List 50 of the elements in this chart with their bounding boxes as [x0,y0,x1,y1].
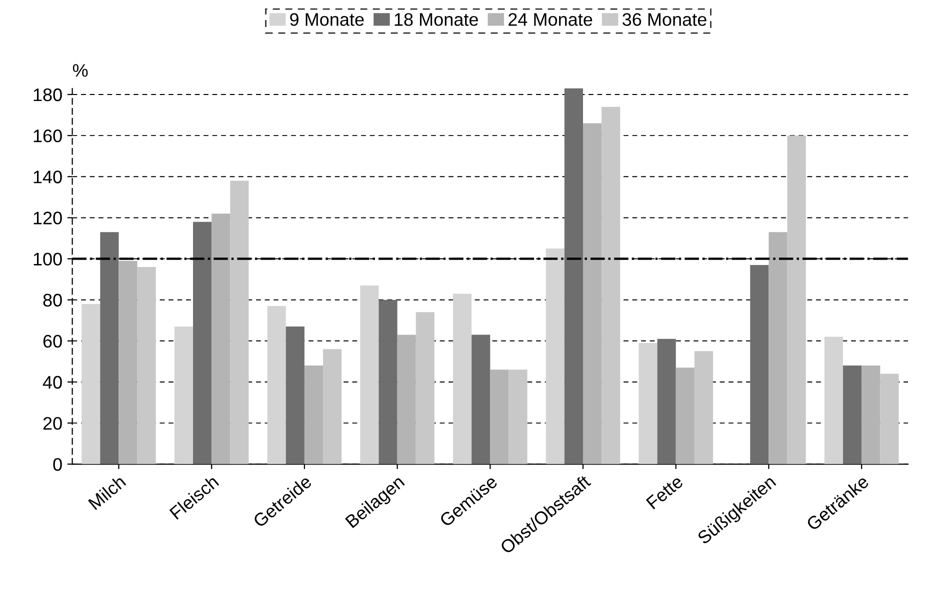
bar [843,366,862,464]
legend-label: 36 Monate [622,13,706,26]
bar [508,370,528,464]
bar [583,123,602,464]
bar [787,136,806,464]
legend-label: 24 Monate [508,13,592,26]
y-tick-label: 140 [34,170,62,184]
bar [564,88,584,464]
bar [230,180,249,464]
bar [397,334,416,464]
bar [694,351,714,464]
y-tick-label: 120 [34,212,62,224]
bar [118,260,138,464]
y-tick-label: 160 [34,130,62,142]
bar [862,366,880,464]
y-tick-label: 0 [53,458,62,471]
bar [750,264,769,464]
bar [378,300,398,464]
y-tick-label: 100 [34,252,62,266]
y-tick-label: 60 [43,334,62,348]
bar [638,342,658,464]
y-tick-label: 180 [34,88,62,102]
bar [323,349,342,464]
bar [546,248,564,464]
y-tick-label: 20 [43,416,62,430]
legend-label: 9 Monate [290,13,364,26]
bar [212,214,230,464]
bar [657,338,676,464]
legend-label: 18 Monate [394,13,478,26]
bar [174,326,194,464]
bar [267,306,286,464]
y-axis-title: % [72,64,88,77]
bar [824,336,844,464]
bar [193,222,212,464]
y-tick-label: 40 [42,376,62,389]
bar [676,368,694,464]
bar [360,285,379,464]
bar [304,366,324,464]
bar [472,334,490,464]
y-tick-label: 80 [43,294,62,307]
bar [286,326,304,464]
bar [768,232,788,464]
bar [100,232,119,464]
bar [453,294,472,464]
bar [880,374,899,464]
bar [416,312,434,464]
bar [602,106,620,464]
bar [137,266,156,464]
bar [82,304,100,464]
bar [490,370,509,464]
